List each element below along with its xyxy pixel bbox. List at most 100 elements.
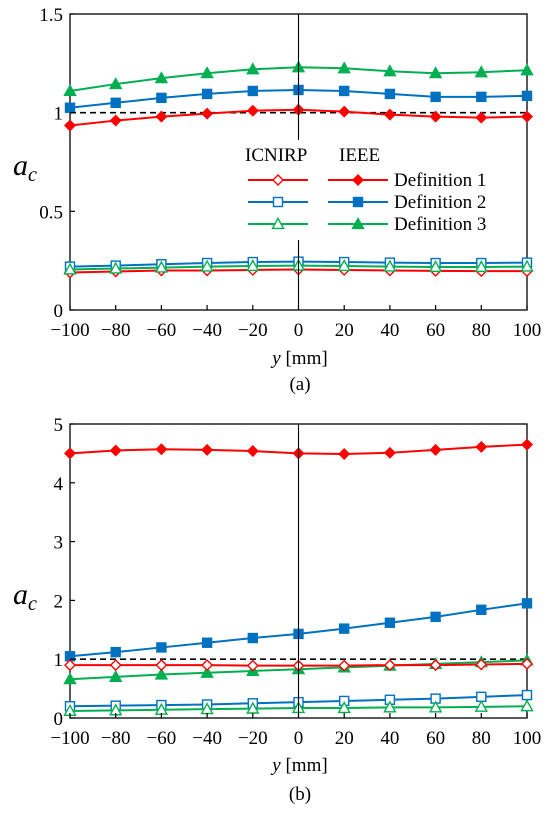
y-tick-label: 1 (54, 650, 64, 671)
tick-labels-a: 0 0.5 1 1.5 −100 −80 −60 −40 −20 0 20 40 60 80 100 (39, 5, 541, 341)
data-point-diamond (338, 447, 351, 460)
data-point-triangle (246, 62, 260, 75)
x-tick-label: 20 (335, 728, 354, 749)
data-point-triangle (200, 665, 214, 678)
y-tick-label: 5 (54, 415, 64, 436)
x-tick-label: 40 (380, 728, 399, 749)
data-point-diamond (64, 447, 76, 460)
data-point-triangle (520, 63, 534, 76)
data-point-triangle (154, 667, 169, 680)
data-point-triangle (337, 701, 351, 714)
y-axis-label-b: ac (13, 578, 37, 615)
data-point-square (521, 689, 533, 701)
data-point-triangle (383, 700, 397, 713)
legend-header-ieee: IEEE (339, 145, 380, 166)
x-axis-label-a: y [mm] (270, 348, 327, 369)
legend-marker-icnirp (272, 174, 284, 186)
y-tick-label: 0 (54, 709, 64, 730)
y-tick-label: 2 (54, 591, 64, 612)
x-tick-label: −80 (101, 320, 131, 341)
data-point-triangle (428, 260, 443, 273)
data-point-diamond (246, 104, 259, 117)
y-tick-label: 0.5 (39, 202, 63, 223)
legend-marker-ieee (352, 174, 364, 186)
y-tick-label: 4 (54, 474, 64, 495)
data-point-diamond (64, 659, 76, 672)
x-tick-label: −20 (238, 728, 268, 749)
data-point-diamond (521, 657, 533, 670)
data-point-diamond (155, 443, 168, 456)
legend-label: Definition 2 (394, 192, 486, 213)
y-tick-label: 1 (54, 104, 64, 125)
data-point-diamond (338, 659, 351, 672)
legend-row-1: Definition 1 (248, 170, 486, 191)
data-point-triangle (337, 61, 351, 74)
data-point-diamond (246, 659, 259, 672)
data-point-square (476, 91, 487, 103)
panel-caption-a: (a) (289, 374, 310, 395)
chart-panel-b: 0 1 2 3 4 5 −100 −80 −60 −40 −20 0 20 40 60 80 100 ac y … (13, 415, 541, 805)
data-point-diamond (155, 659, 168, 672)
data-point-square (110, 646, 121, 658)
x-tick-label: −100 (50, 320, 89, 341)
data-point-triangle (383, 64, 397, 77)
x-tick-label: −60 (147, 320, 177, 341)
x-tick-label: 100 (513, 320, 542, 341)
x-tick-label: 20 (335, 320, 354, 341)
data-point-square (156, 92, 167, 104)
data-point-square (430, 611, 441, 623)
data-point-square (430, 91, 441, 103)
data-point-square (201, 88, 213, 100)
x-tick-label: 80 (472, 320, 491, 341)
y-tick-label: 1.5 (39, 5, 63, 26)
x-tick-label: 40 (380, 320, 399, 341)
x-tick-label: 60 (426, 320, 445, 341)
data-point-triangle (200, 259, 214, 272)
legend-row-2: Definition 2 (248, 192, 486, 213)
data-point-triangle (154, 71, 169, 84)
legend-label: Definition 1 (394, 170, 486, 191)
data-point-diamond (201, 659, 214, 672)
data-point-diamond (338, 105, 351, 118)
data-point-triangle (474, 260, 488, 273)
data-point-triangle (246, 701, 260, 714)
data-point-triangle (63, 84, 77, 97)
data-point-diamond (383, 446, 396, 459)
data-point-diamond (383, 659, 396, 672)
data-point-diamond (64, 119, 76, 132)
x-tick-label: −80 (101, 728, 131, 749)
x-tick-label: 100 (513, 728, 542, 749)
data-point-diamond (521, 110, 533, 123)
x-tick-label: −40 (192, 320, 222, 341)
data-point-diamond (429, 659, 442, 672)
data-point-square (201, 637, 213, 648)
tick-labels-b: 0 1 2 3 4 5 −100 −80 −60 −40 −20 0 20 40 60 80 100 (50, 415, 541, 749)
data-point-triangle (428, 66, 443, 79)
x-axis-label-b: y [mm] (270, 755, 327, 776)
data-point-diamond (475, 440, 488, 453)
x-tick-label: −100 (50, 728, 89, 749)
data-point-triangle (154, 260, 169, 273)
data-point-triangle (109, 669, 123, 682)
data-point-diamond (429, 443, 442, 456)
legend-header-icnirp: ICNIRP (245, 145, 307, 166)
data-point-diamond (155, 110, 168, 123)
y-tick-label: 0 (54, 301, 64, 322)
data-point-triangle (246, 259, 260, 272)
x-tick-label: −20 (238, 320, 268, 341)
data-point-square (247, 632, 259, 644)
legend-marker-icnirp (271, 217, 285, 230)
data-point-triangle (474, 65, 488, 78)
panel-caption-b: (b) (289, 784, 311, 805)
data-point-diamond (201, 107, 214, 120)
data-point-diamond (246, 445, 259, 458)
data-point-triangle (63, 672, 77, 685)
x-tick-label: 0 (294, 728, 304, 749)
data-point-square (339, 85, 350, 97)
data-point-diamond (475, 111, 488, 124)
data-point-diamond (109, 444, 122, 457)
data-point-diamond (475, 658, 488, 671)
data-point-diamond (429, 110, 442, 123)
data-point-triangle (200, 66, 214, 79)
